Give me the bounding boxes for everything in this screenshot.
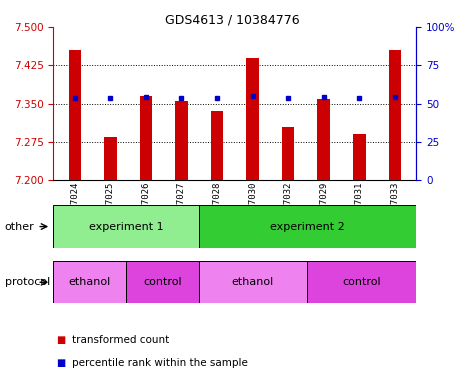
Text: other: other [5,222,34,232]
Text: experiment 1: experiment 1 [89,222,163,232]
Bar [69,50,81,180]
Bar [199,205,416,248]
Bar [126,261,199,303]
Text: ethanol: ethanol [69,277,111,287]
Bar [389,50,401,180]
Bar [175,101,188,180]
Bar [318,99,330,180]
Bar [211,111,223,180]
Text: experiment 2: experiment 2 [270,222,345,232]
Bar [53,261,126,303]
Bar [104,137,117,180]
Bar [53,205,199,248]
Text: transformed count: transformed count [72,335,169,345]
Text: ■: ■ [56,358,65,368]
Bar [246,58,259,180]
Text: protocol: protocol [5,277,50,287]
Text: GDS4613 / 10384776: GDS4613 / 10384776 [165,13,300,26]
Bar [199,261,307,303]
Text: control: control [143,277,182,287]
Text: percentile rank within the sample: percentile rank within the sample [72,358,248,368]
Bar [140,96,152,180]
Text: ■: ■ [56,335,65,345]
Text: control: control [342,277,381,287]
Bar [307,261,416,303]
Bar [282,127,294,180]
Text: ethanol: ethanol [232,277,274,287]
Bar [353,134,365,180]
